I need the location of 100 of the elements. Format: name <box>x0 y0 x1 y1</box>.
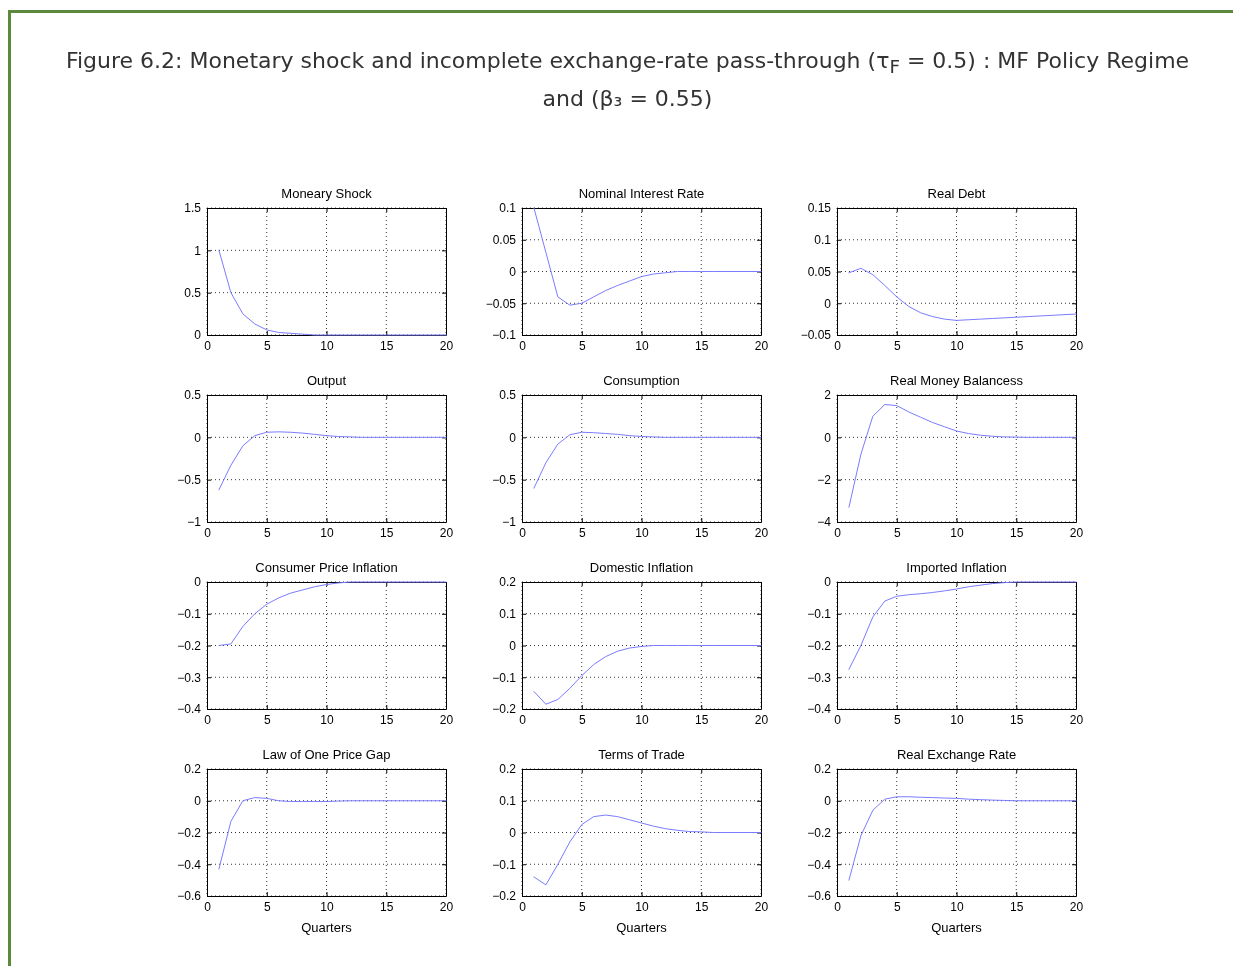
y-tick-label: 0.05 <box>492 233 517 248</box>
y-tick-label: −0.5 <box>492 473 517 488</box>
x-tick-label: 20 <box>439 899 454 914</box>
x-tick-label: 5 <box>893 525 901 540</box>
chart-title: Nominal Interest Rate <box>578 186 705 201</box>
x-tick-label: 5 <box>578 525 586 540</box>
y-tick-label: 0 <box>509 825 517 840</box>
x-tick-label: 15 <box>1010 712 1024 727</box>
line-series <box>218 797 447 870</box>
chart-title: Moneary Shock <box>281 186 373 201</box>
chart-title: Real Exchange Rate <box>896 747 1017 762</box>
chart-title: Consumption <box>603 373 680 388</box>
x-tick-label: 20 <box>754 712 769 727</box>
y-tick-label: 1.5 <box>184 201 202 216</box>
x-tick-label: 0 <box>519 899 527 914</box>
x-tick-label: 5 <box>893 712 901 727</box>
x-tick-label: 0 <box>834 712 842 727</box>
y-tick-label: −0.3 <box>807 670 832 685</box>
x-tick-label: 0 <box>204 712 212 727</box>
y-tick-label: 0 <box>194 575 202 590</box>
y-tick-label: 0.2 <box>499 575 517 590</box>
x-tick-label: 10 <box>635 712 649 727</box>
line-series <box>848 404 1077 508</box>
y-tick-label: 0.15 <box>807 201 832 216</box>
x-tick-label: 10 <box>635 338 649 353</box>
x-tick-label: 5 <box>578 712 586 727</box>
x-tick-label: 20 <box>1069 338 1084 353</box>
chart-title: Imported Inflation <box>906 560 1007 575</box>
y-tick-label: −0.2 <box>177 825 202 840</box>
y-tick-label: 0.5 <box>184 286 202 301</box>
x-tick-label: 15 <box>380 712 394 727</box>
x-axis-title: Quarters <box>931 920 983 935</box>
y-tick-label: 0.5 <box>184 388 202 403</box>
x-tick-label: 15 <box>1010 338 1024 353</box>
y-tick-label: 0 <box>194 328 202 343</box>
x-tick-label: 20 <box>1069 899 1084 914</box>
x-tick-label: 15 <box>695 338 709 353</box>
y-tick-label: −0.2 <box>492 889 517 904</box>
y-tick-label: −0.5 <box>177 473 202 488</box>
x-axis-title: Quarters <box>301 920 353 935</box>
line-series <box>533 814 762 886</box>
x-tick-label: 5 <box>263 338 271 353</box>
x-tick-label: 15 <box>380 525 394 540</box>
x-tick-label: 15 <box>695 525 709 540</box>
y-tick-label: −0.6 <box>807 889 832 904</box>
x-tick-label: 15 <box>1010 525 1024 540</box>
line-series <box>848 796 1077 881</box>
x-tick-label: 10 <box>320 525 334 540</box>
x-tick-label: 0 <box>834 525 842 540</box>
y-tick-label: −0.1 <box>492 328 517 343</box>
x-tick-label: 10 <box>635 899 649 914</box>
y-tick-label: 0.1 <box>499 794 517 809</box>
line-series <box>533 645 762 705</box>
y-tick-label: 0 <box>824 575 832 590</box>
y-tick-label: 0.1 <box>814 233 832 248</box>
chart-title: Consumer Price Inflation <box>255 560 398 575</box>
x-tick-label: 20 <box>754 525 769 540</box>
y-tick-label: 0 <box>824 794 832 809</box>
y-tick-label: 0 <box>509 638 517 653</box>
x-tick-label: 0 <box>204 899 212 914</box>
x-tick-label: 5 <box>263 525 271 540</box>
y-tick-label: 0 <box>194 794 202 809</box>
x-tick-label: 5 <box>578 899 586 914</box>
x-tick-label: 20 <box>754 899 769 914</box>
x-tick-label: 15 <box>380 899 394 914</box>
x-tick-label: 10 <box>950 525 964 540</box>
x-tick-label: 0 <box>204 338 212 353</box>
x-axis-title: Quarters <box>616 920 668 935</box>
x-tick-label: 15 <box>695 899 709 914</box>
x-tick-label: 5 <box>263 712 271 727</box>
chart-title: Terms of Trade <box>598 747 685 762</box>
y-tick-label: 0.1 <box>499 201 517 216</box>
x-tick-label: 20 <box>439 525 454 540</box>
y-tick-label: −0.6 <box>177 889 202 904</box>
x-tick-label: 10 <box>320 712 334 727</box>
y-tick-label: −0.05 <box>800 328 832 343</box>
y-tick-label: 0 <box>509 430 517 445</box>
x-tick-label: 15 <box>380 338 394 353</box>
chart-title: Domestic Inflation <box>589 560 694 575</box>
y-tick-label: 0 <box>509 264 517 279</box>
y-tick-label: −0.1 <box>177 607 202 622</box>
y-tick-label: −0.2 <box>177 638 202 653</box>
x-tick-label: 10 <box>950 712 964 727</box>
line-series <box>218 249 447 336</box>
x-tick-label: 20 <box>439 712 454 727</box>
x-tick-label: 20 <box>754 338 769 353</box>
y-tick-label: −0.2 <box>492 702 517 717</box>
x-tick-label: 0 <box>519 525 527 540</box>
line-series <box>848 581 1077 670</box>
x-tick-label: 15 <box>695 712 709 727</box>
x-tick-label: 20 <box>1069 525 1084 540</box>
x-tick-label: 0 <box>204 525 212 540</box>
y-tick-label: −0.1 <box>492 857 517 872</box>
x-tick-label: 10 <box>950 338 964 353</box>
x-tick-label: 20 <box>439 338 454 353</box>
line-series <box>533 207 762 306</box>
y-tick-label: 0 <box>824 296 832 311</box>
y-tick-label: 1 <box>194 243 202 258</box>
y-tick-label: 0.2 <box>499 762 517 777</box>
line-series <box>533 431 762 489</box>
